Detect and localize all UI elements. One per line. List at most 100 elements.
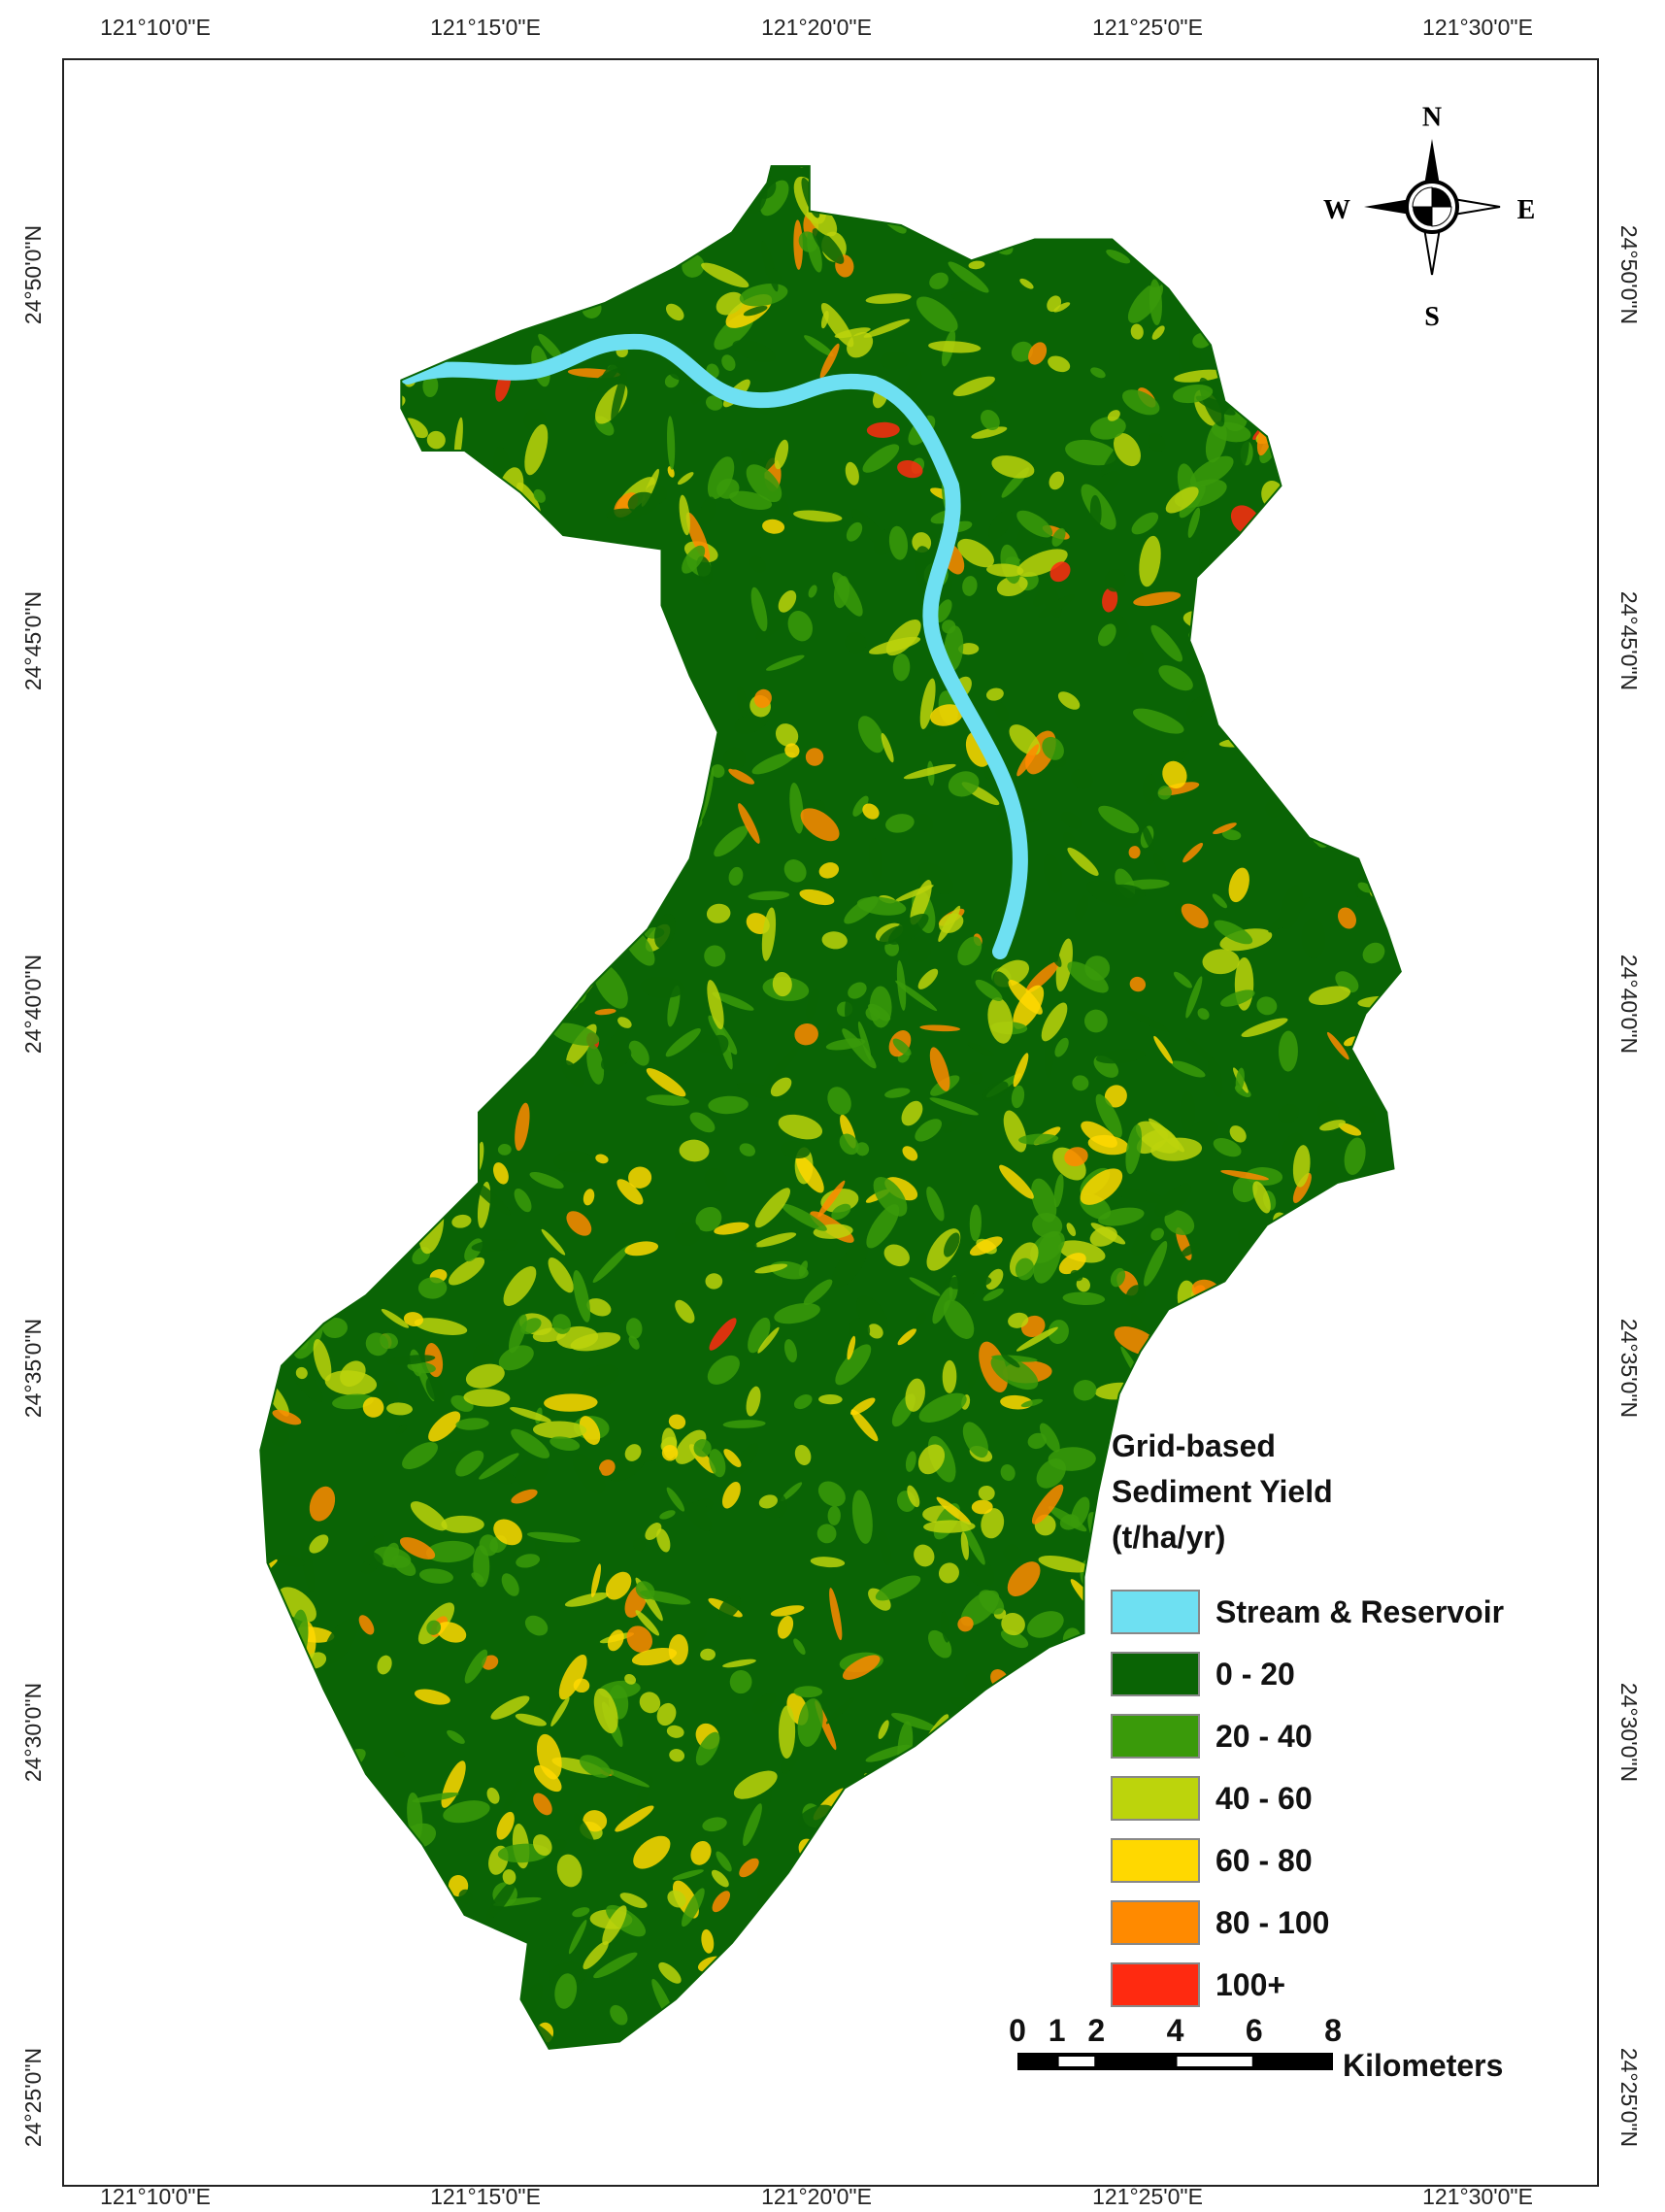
texture-patch <box>782 1203 827 1231</box>
texture-patch <box>370 219 387 232</box>
texture-patch <box>435 270 455 313</box>
texture-patch <box>739 1238 757 1253</box>
texture-patch <box>774 439 789 470</box>
texture-patch <box>362 555 396 589</box>
texture-patch <box>526 533 559 556</box>
texture-patch <box>812 228 845 264</box>
texture-patch <box>569 659 602 684</box>
texture-patch <box>646 1094 690 1106</box>
texture-patch <box>863 1773 879 1789</box>
longitude-label: 121°15'0"E <box>430 2184 541 2209</box>
texture-patch <box>1348 1497 1373 1523</box>
texture-patch <box>1278 1104 1300 1123</box>
texture-patch <box>885 2030 920 2049</box>
texture-patch <box>1203 1990 1215 2004</box>
texture-patch <box>1343 1846 1389 1878</box>
texture-patch <box>928 166 963 182</box>
texture-patch <box>905 1378 925 1412</box>
texture-patch <box>353 1951 378 1976</box>
longitude-label: 121°10'0"E <box>100 15 211 40</box>
texture-patch <box>579 1364 619 1390</box>
texture-patch <box>338 674 357 694</box>
texture-patch <box>746 1995 772 2021</box>
texture-patch <box>1186 695 1212 720</box>
texture-patch <box>427 607 446 645</box>
texture-patch <box>968 216 985 224</box>
texture-patch <box>412 1881 430 1919</box>
texture-patch <box>526 206 542 225</box>
texture-patch <box>306 1801 316 1826</box>
texture-patch <box>414 1689 450 1705</box>
texture-patch <box>975 979 1003 1002</box>
legend-swatch <box>1111 1776 1200 1821</box>
texture-patch <box>1346 846 1400 861</box>
texture-patch <box>678 472 694 486</box>
texture-patch <box>679 494 690 536</box>
texture-patch <box>1164 1210 1195 1236</box>
texture-patch <box>948 261 989 293</box>
texture-patch <box>487 1470 516 1485</box>
texture-patch <box>1292 1145 1311 1188</box>
texture-patch <box>1333 1409 1354 1421</box>
texture-patch <box>1004 1867 1038 1909</box>
texture-patch <box>848 1793 880 1819</box>
texture-patch <box>323 638 361 680</box>
texture-patch <box>1039 1423 1060 1453</box>
texture-patch <box>1312 1540 1330 1586</box>
texture-patch <box>1268 166 1297 203</box>
compass-east: E <box>1517 195 1536 225</box>
texture-patch <box>627 491 658 515</box>
texture-patch <box>628 1335 640 1350</box>
texture-patch <box>1268 673 1310 691</box>
texture-patch <box>680 704 701 720</box>
texture-patch <box>496 1811 515 1840</box>
texture-patch <box>730 1443 759 1477</box>
texture-patch <box>393 223 428 256</box>
texture-patch <box>650 803 692 831</box>
legend-label: 80 - 100 <box>1215 1905 1329 1940</box>
texture-patch <box>402 1170 426 1211</box>
texture-patch <box>743 1803 762 1847</box>
texture-patch <box>816 188 866 208</box>
longitude-label: 121°30'0"E <box>1422 15 1533 40</box>
texture-patch <box>399 1882 450 1893</box>
texture-patch <box>612 621 627 668</box>
texture-patch <box>1312 1250 1332 1293</box>
texture-patch <box>1251 325 1282 347</box>
texture-patch <box>1239 341 1249 378</box>
texture-patch <box>1048 1320 1069 1345</box>
texture-patch <box>743 1946 781 1967</box>
texture-patch <box>1403 1556 1422 1578</box>
texture-patch <box>296 1965 350 1987</box>
texture-patch <box>568 582 612 616</box>
texture-patch <box>850 1409 879 1442</box>
texture-patch <box>913 1312 926 1329</box>
texture-patch <box>929 1047 950 1091</box>
texture-patch <box>719 2042 742 2049</box>
texture-patch <box>492 604 534 619</box>
texture-patch <box>1377 722 1401 772</box>
texture-patch <box>1331 739 1366 767</box>
texture-patch <box>272 1409 302 1425</box>
texture-patch <box>294 641 318 671</box>
texture-patch <box>1180 1091 1195 1132</box>
texture-patch <box>1336 1669 1373 1700</box>
texture-patch <box>973 174 1011 207</box>
texture-patch <box>890 2018 902 2049</box>
texture-patch <box>1330 1663 1349 1691</box>
texture-patch <box>534 983 555 1006</box>
texture-patch <box>382 850 428 875</box>
texture-patch <box>665 1027 701 1057</box>
texture-patch <box>379 913 416 938</box>
texture-patch <box>1238 1228 1252 1247</box>
texture-patch <box>705 1273 723 1290</box>
texture-patch <box>1128 846 1141 859</box>
texture-patch <box>1275 365 1288 380</box>
texture-patch <box>1291 166 1312 172</box>
texture-patch <box>751 752 795 775</box>
texture-patch <box>1241 1018 1288 1038</box>
texture-patch <box>328 183 337 196</box>
texture-patch <box>510 603 523 625</box>
texture-patch <box>754 1188 791 1228</box>
texture-patch <box>573 1813 597 1852</box>
